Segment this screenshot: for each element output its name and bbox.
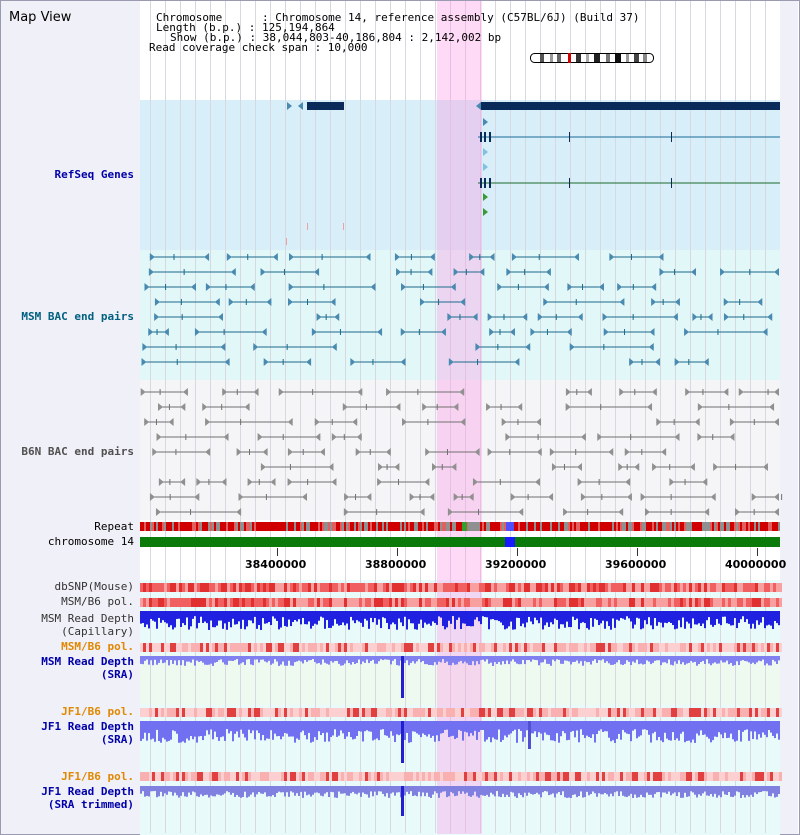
grid-line: [240, 1, 241, 833]
grid-line: [195, 1, 196, 833]
page-title: Map View: [9, 10, 72, 25]
grid-line: [690, 1, 691, 833]
grid-line: [585, 1, 586, 833]
grid-line: [390, 1, 391, 833]
grid-line: [765, 1, 766, 833]
track-label-msm-depth-cap: MSM Read Depth: [41, 612, 134, 625]
grid-line: [495, 1, 496, 833]
track-label-chromosome: chromosome 14: [47, 535, 134, 548]
track-label-refseq[interactable]: RefSeq Genes: [54, 168, 134, 181]
grid-line: [300, 1, 301, 833]
grid-line: [180, 1, 181, 833]
grid-line: [630, 1, 631, 833]
grid-line: [465, 1, 466, 833]
grid-line: [750, 1, 751, 833]
axis-tick-label: 39200000: [485, 558, 547, 571]
grid-line: [165, 1, 166, 833]
polymorphism-heatmaps[interactable]: [140, 583, 782, 781]
msm-bac-pairs[interactable]: [141, 253, 779, 366]
grid-line: [345, 1, 346, 833]
track-label-panel: [1, 1, 140, 834]
axis-tick-label: 40000000: [725, 558, 787, 571]
axis-tick: [397, 548, 398, 556]
track-label-msm-depth-cap-sub: (Capillary): [61, 625, 134, 638]
grid-line: [285, 1, 286, 833]
axis-tick-label: 39600000: [605, 558, 667, 571]
header-coverage-span: Read coverage check span : 10,000: [149, 41, 368, 54]
track-label-b6n-bac[interactable]: B6N BAC end pairs: [21, 445, 134, 458]
track-label-jf1-depth-sra-sub[interactable]: (SRA): [100, 733, 134, 746]
axis-tick: [637, 548, 638, 556]
track-label-jf1-depth-sra[interactable]: JF1 Read Depth: [41, 720, 134, 733]
track-label-msm-pol-2[interactable]: MSM/B6 pol.: [61, 640, 134, 653]
track-label-dbsnp: dbSNP(Mouse): [54, 580, 134, 593]
grid-line: [570, 1, 571, 833]
right-margin: [780, 1, 798, 834]
grid-line: [720, 1, 721, 833]
axis-tick-label: 38800000: [365, 558, 427, 571]
track-label-jf1-depth-trim-sub[interactable]: (SRA trimmed): [47, 798, 134, 811]
header-show-range: Show (b.p.) : 38,044,803-40,186,804 : 2,…: [170, 31, 502, 44]
axis-tick: [277, 548, 278, 556]
grid-line: [525, 1, 526, 833]
grid-line: [330, 1, 331, 833]
grid-line: [555, 1, 556, 833]
chromosome-ideogram[interactable]: [530, 53, 654, 63]
refseq-genes[interactable]: [286, 102, 780, 245]
grid-line: [360, 1, 361, 833]
axis-tick: [517, 548, 518, 556]
axis-tick-label: 38400000: [245, 558, 307, 571]
grid-line: [270, 1, 271, 833]
grid-line: [615, 1, 616, 833]
track-label-jf1-pol-1[interactable]: JF1/B6 pol.: [61, 705, 134, 718]
grid-line: [480, 1, 481, 833]
header-chromosome: Chromosome : Chromosome 14, reference as…: [156, 11, 640, 24]
grid-line: [540, 1, 541, 833]
track-label-jf1-pol-2[interactable]: JF1/B6 pol.: [61, 770, 134, 783]
grid-line: [255, 1, 256, 833]
repeat-track[interactable]: [140, 522, 780, 531]
grid-line: [225, 1, 226, 833]
track-label-repeat: Repeat: [94, 520, 134, 533]
track-label-msm-pol-1: MSM/B6 pol.: [61, 595, 134, 608]
grid-line: [420, 1, 421, 833]
refseq-band: [140, 100, 780, 250]
grid-line: [450, 1, 451, 833]
track-label-msm-depth-sra-sub[interactable]: (SRA): [100, 668, 134, 681]
chromosome-bar: [140, 537, 780, 547]
b6n-bac-pairs[interactable]: [140, 388, 783, 516]
axis-tick: [757, 548, 758, 556]
grid-line: [510, 1, 511, 833]
grid-line: [405, 1, 406, 833]
grid-line: [660, 1, 661, 833]
grid-line: [210, 1, 211, 833]
grid-line: [705, 1, 706, 833]
grid-line: [375, 1, 376, 833]
grid-line: [150, 1, 151, 833]
grid-line: [645, 1, 646, 833]
selected-region-highlight[interactable]: [437, 1, 482, 834]
grid-line: [735, 1, 736, 833]
grid-line: [315, 1, 316, 833]
grid-line: [600, 1, 601, 833]
grid-line: [675, 1, 676, 833]
track-label-msm-depth-sra[interactable]: MSM Read Depth: [41, 655, 134, 668]
header-length: Length (b.p.) : 125,194,864: [156, 21, 335, 34]
grid-line: [435, 1, 436, 833]
track-label-jf1-depth-trim[interactable]: JF1 Read Depth: [41, 785, 134, 798]
track-label-msm-bac[interactable]: MSM BAC end pairs: [21, 310, 134, 323]
read-depth-plots[interactable]: [140, 611, 780, 816]
